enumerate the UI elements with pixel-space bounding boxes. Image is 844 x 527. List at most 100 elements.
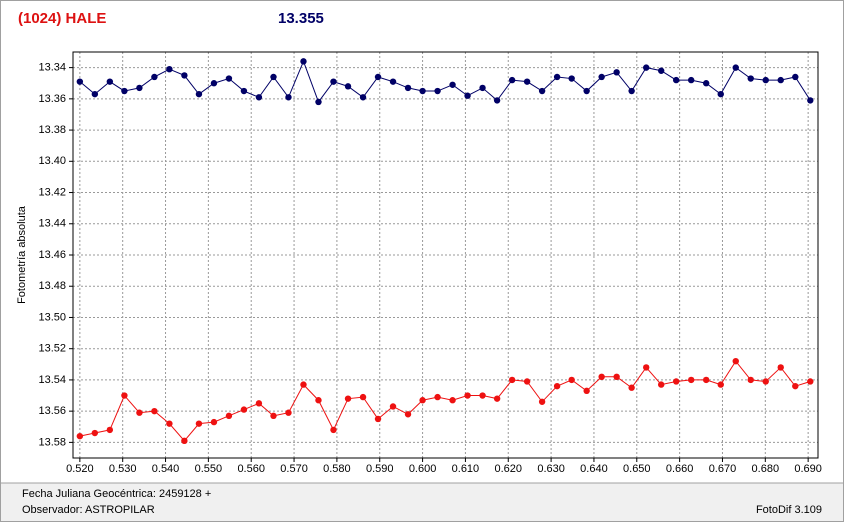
footer-version: FotoDif 3.109 <box>756 504 822 516</box>
x-tick-label: 0.620 <box>494 463 522 475</box>
x-tick-label: 0.590 <box>366 463 394 475</box>
plot-frame <box>72 51 819 459</box>
y-tick-label: 13.54 <box>38 374 66 386</box>
data-point <box>195 90 203 98</box>
data-point <box>106 426 114 434</box>
data-point <box>523 378 531 385</box>
data-point <box>449 397 456 404</box>
x-tick-label: 0.570 <box>280 463 308 475</box>
data-point <box>807 378 814 385</box>
data-point <box>166 65 173 73</box>
data-point <box>538 87 546 95</box>
y-tick-label: 13.44 <box>38 218 66 230</box>
data-point <box>553 73 561 81</box>
data-point <box>464 92 471 99</box>
y-tick-label: 13.36 <box>38 93 66 105</box>
data-point <box>508 376 516 384</box>
data-point <box>389 403 397 410</box>
data-point <box>628 87 635 95</box>
x-tick-label: 0.560 <box>237 463 265 475</box>
data-point <box>493 395 501 402</box>
x-tick-label: 0.610 <box>452 463 480 475</box>
x-tick-label: 0.600 <box>409 463 437 475</box>
data-point <box>598 373 605 380</box>
data-point <box>508 76 516 84</box>
data-point <box>315 397 322 404</box>
data-point <box>389 78 397 85</box>
x-tick-label: 0.550 <box>195 463 223 475</box>
data-point <box>762 76 769 84</box>
chart-title: (1024) HALE <box>18 10 106 27</box>
y-tick-label: 13.40 <box>38 155 66 167</box>
data-point <box>538 398 546 405</box>
data-point <box>672 76 680 84</box>
data-point <box>374 73 382 81</box>
footer-date: Fecha Juliana Geocéntrica: 2459128 + <box>22 488 211 500</box>
data-point <box>255 400 263 407</box>
data-point <box>658 67 665 74</box>
x-tick-label: 0.680 <box>752 463 780 475</box>
data-point <box>330 426 337 434</box>
y-tick-label: 13.42 <box>38 186 66 198</box>
data-point <box>792 73 799 81</box>
footer-observer: Observador: ASTROPILAR <box>22 504 155 516</box>
data-point <box>210 418 218 426</box>
data-point <box>493 97 501 104</box>
data-point <box>151 407 158 415</box>
data-point <box>166 420 173 427</box>
data-point <box>270 412 277 420</box>
data-point <box>613 373 620 380</box>
data-point <box>91 429 99 437</box>
y-tick-label: 13.52 <box>38 343 66 355</box>
data-point <box>404 84 412 92</box>
data-point <box>464 392 471 399</box>
x-tick-label: 0.580 <box>323 463 351 475</box>
data-point <box>225 412 233 420</box>
data-point <box>732 357 739 365</box>
data-point <box>344 395 352 402</box>
data-point <box>240 87 248 95</box>
data-point <box>583 387 590 395</box>
data-point <box>568 75 575 82</box>
data-point <box>151 73 158 81</box>
data-point <box>136 409 143 416</box>
data-point <box>136 84 143 92</box>
data-point <box>419 87 426 95</box>
data-point <box>240 406 248 413</box>
data-point <box>553 382 561 390</box>
data-point <box>255 94 263 101</box>
y-tick-label: 13.34 <box>38 62 66 74</box>
x-tick-label: 0.520 <box>66 463 94 475</box>
data-point <box>777 364 784 371</box>
data-point <box>195 420 203 427</box>
data-point <box>181 437 188 445</box>
data-point <box>300 381 307 388</box>
data-point <box>643 64 650 71</box>
data-point <box>643 364 650 371</box>
data-point <box>672 378 680 385</box>
data-point <box>687 76 695 84</box>
data-point <box>181 72 188 79</box>
data-point <box>285 409 292 416</box>
data-point <box>762 378 769 385</box>
data-point <box>121 392 128 399</box>
x-tick-label: 0.530 <box>109 463 137 475</box>
data-point <box>404 411 412 418</box>
data-point <box>434 393 441 401</box>
data-point <box>687 376 695 384</box>
data-point <box>583 87 590 95</box>
data-point <box>359 393 367 401</box>
data-point <box>479 84 486 92</box>
data-point <box>628 384 635 391</box>
data-point <box>702 376 710 384</box>
data-point <box>747 75 754 82</box>
data-point <box>777 76 784 84</box>
data-point <box>732 64 739 71</box>
y-tick-label: 13.58 <box>38 436 66 448</box>
data-point <box>344 83 352 90</box>
x-tick-label: 0.670 <box>709 463 737 475</box>
data-point <box>479 392 486 399</box>
data-point <box>374 415 382 423</box>
